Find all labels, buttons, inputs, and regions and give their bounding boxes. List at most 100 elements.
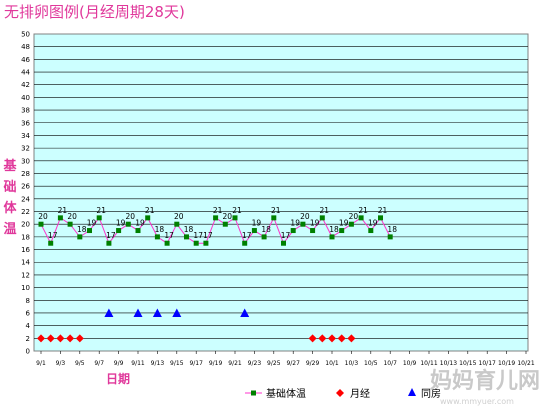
temperature-data-label: 20 — [349, 212, 359, 221]
temperature-data-label: 20 — [38, 212, 48, 221]
temperature-point — [184, 234, 189, 240]
legend-marker-temperature — [251, 390, 256, 396]
legend-marker-menstruation — [336, 389, 344, 397]
temperature-point — [87, 228, 92, 234]
intercourse-point — [240, 308, 250, 317]
x-tick-label: 10/7 — [383, 360, 397, 367]
legend-marker-intercourse — [408, 388, 416, 396]
menstruation-point — [318, 334, 327, 343]
temperature-point — [358, 215, 364, 221]
y-tick-label: 44 — [21, 69, 30, 77]
legend-label-menstruation: 月经 — [350, 387, 370, 400]
temperature-point — [145, 215, 151, 221]
temperature-point — [300, 221, 306, 227]
y-tick-label: 2 — [26, 335, 30, 343]
y-tick-label: 16 — [21, 246, 30, 254]
temperature-data-label: 21 — [58, 206, 68, 215]
x-tick-label: 9/3 — [56, 360, 66, 367]
y-axis-title: 基础体温 — [2, 158, 17, 237]
x-tick-label: 9/7 — [94, 360, 104, 367]
temperature-data-label: 21 — [145, 206, 155, 215]
temperature-data-label: 17 — [106, 231, 116, 240]
intercourse-point — [152, 308, 162, 317]
menstruation-point — [75, 334, 84, 343]
legend: 基础体温 月经 同房 — [245, 387, 441, 400]
x-tick-label: 10/19 — [498, 360, 515, 367]
temperature-data-label: 21 — [96, 206, 106, 215]
x-tick-label: 9/27 — [286, 360, 300, 367]
x-tick-label: 9/19 — [209, 360, 223, 367]
temperature-point — [348, 221, 354, 227]
temperature-point — [222, 221, 228, 227]
x-tick-label: 9/9 — [114, 360, 124, 367]
menstruation-point — [337, 334, 346, 343]
x-axis-ticks: 9/1 9/3 9/5 9/7 9/9 9/11 9/13 9/15 9/17 9/19 9/21 9… — [36, 351, 535, 367]
temperature-point — [261, 234, 267, 240]
y-tick-label: 50 — [21, 31, 30, 39]
temperature-data-label: 19 — [339, 219, 349, 228]
x-tick-label: 10/17 — [479, 360, 496, 367]
y-tick-label: 18 — [21, 233, 30, 241]
y-tick-label: 12 — [21, 271, 30, 279]
temperature-point — [193, 240, 199, 246]
x-tick-label: 9/13 — [151, 360, 165, 367]
y-tick-label: 28 — [21, 170, 30, 178]
x-axis-title: 日期 — [106, 371, 130, 386]
temperature-data-label: 17 — [48, 231, 58, 240]
y-tick-label: 26 — [21, 183, 30, 191]
y-tick-label: 48 — [21, 43, 30, 51]
temperature-data-label: 17 — [242, 231, 252, 240]
temperature-data-label: 20 — [126, 212, 136, 221]
x-tick-label: 10/15 — [459, 360, 476, 367]
y-axis-title-char: 基 — [2, 158, 17, 174]
temperature-data-label: 17 — [203, 231, 213, 240]
temperature-data-label: 18 — [329, 225, 339, 234]
y-tick-label: 4 — [26, 322, 31, 330]
temperature-data-label: 21 — [358, 206, 368, 215]
temperature-point — [77, 234, 83, 240]
x-tick-label: 10/1 — [325, 360, 339, 367]
menstruation-point — [347, 334, 356, 343]
legend-label-intercourse: 同房 — [421, 387, 441, 400]
temperature-data-label: 21 — [271, 206, 281, 215]
temperature-data-label: 17 — [281, 231, 291, 240]
y-tick-label: 14 — [21, 259, 30, 267]
temperature-point — [271, 215, 277, 221]
x-tick-label: 9/15 — [170, 360, 184, 367]
watermark: 妈妈育儿网 www.mmyuer.com — [430, 368, 540, 406]
x-tick-label: 9/25 — [267, 360, 281, 367]
y-tick-label: 22 — [21, 208, 30, 216]
temperature-point — [135, 228, 141, 234]
temperature-point — [281, 240, 286, 246]
menstruation-point — [56, 334, 65, 343]
legend-label-temperature: 基础体温 — [266, 387, 306, 400]
temperature-data-label: 18 — [261, 225, 271, 234]
y-tick-label: 20 — [21, 221, 30, 229]
y-tick-label: 10 — [21, 284, 30, 292]
temperature-point — [387, 234, 393, 240]
watermark-url: www.mmyuer.com — [440, 397, 514, 406]
temperature-point — [174, 221, 180, 227]
temperature-point — [48, 240, 54, 246]
temperature-point — [368, 228, 374, 234]
y-tick-label: 30 — [21, 157, 30, 165]
chart-title: 无排卵图例(月经周期28天) — [4, 3, 185, 21]
x-tick-label: 10/3 — [345, 360, 359, 367]
temperature-data-label: 21 — [320, 206, 330, 215]
watermark-text: 妈妈育儿网 — [430, 368, 540, 394]
temperature-data-label: 18 — [387, 225, 397, 234]
intercourse-point — [172, 308, 182, 317]
temperature-point — [242, 240, 248, 246]
y-tick-label: 0 — [26, 348, 30, 356]
temperature-data-label: 18 — [77, 225, 87, 234]
temperature-data-label: 20 — [300, 212, 310, 221]
menstruation-point — [308, 334, 317, 343]
temperature-point — [339, 228, 345, 234]
temperature-point — [116, 228, 122, 234]
y-tick-label: 46 — [21, 56, 30, 64]
temperature-data-label: 18 — [155, 225, 165, 234]
temperature-data-label: 19 — [252, 219, 262, 228]
temperature-point — [164, 240, 170, 246]
y-tick-label: 24 — [21, 195, 30, 203]
intercourse-point — [133, 308, 143, 317]
